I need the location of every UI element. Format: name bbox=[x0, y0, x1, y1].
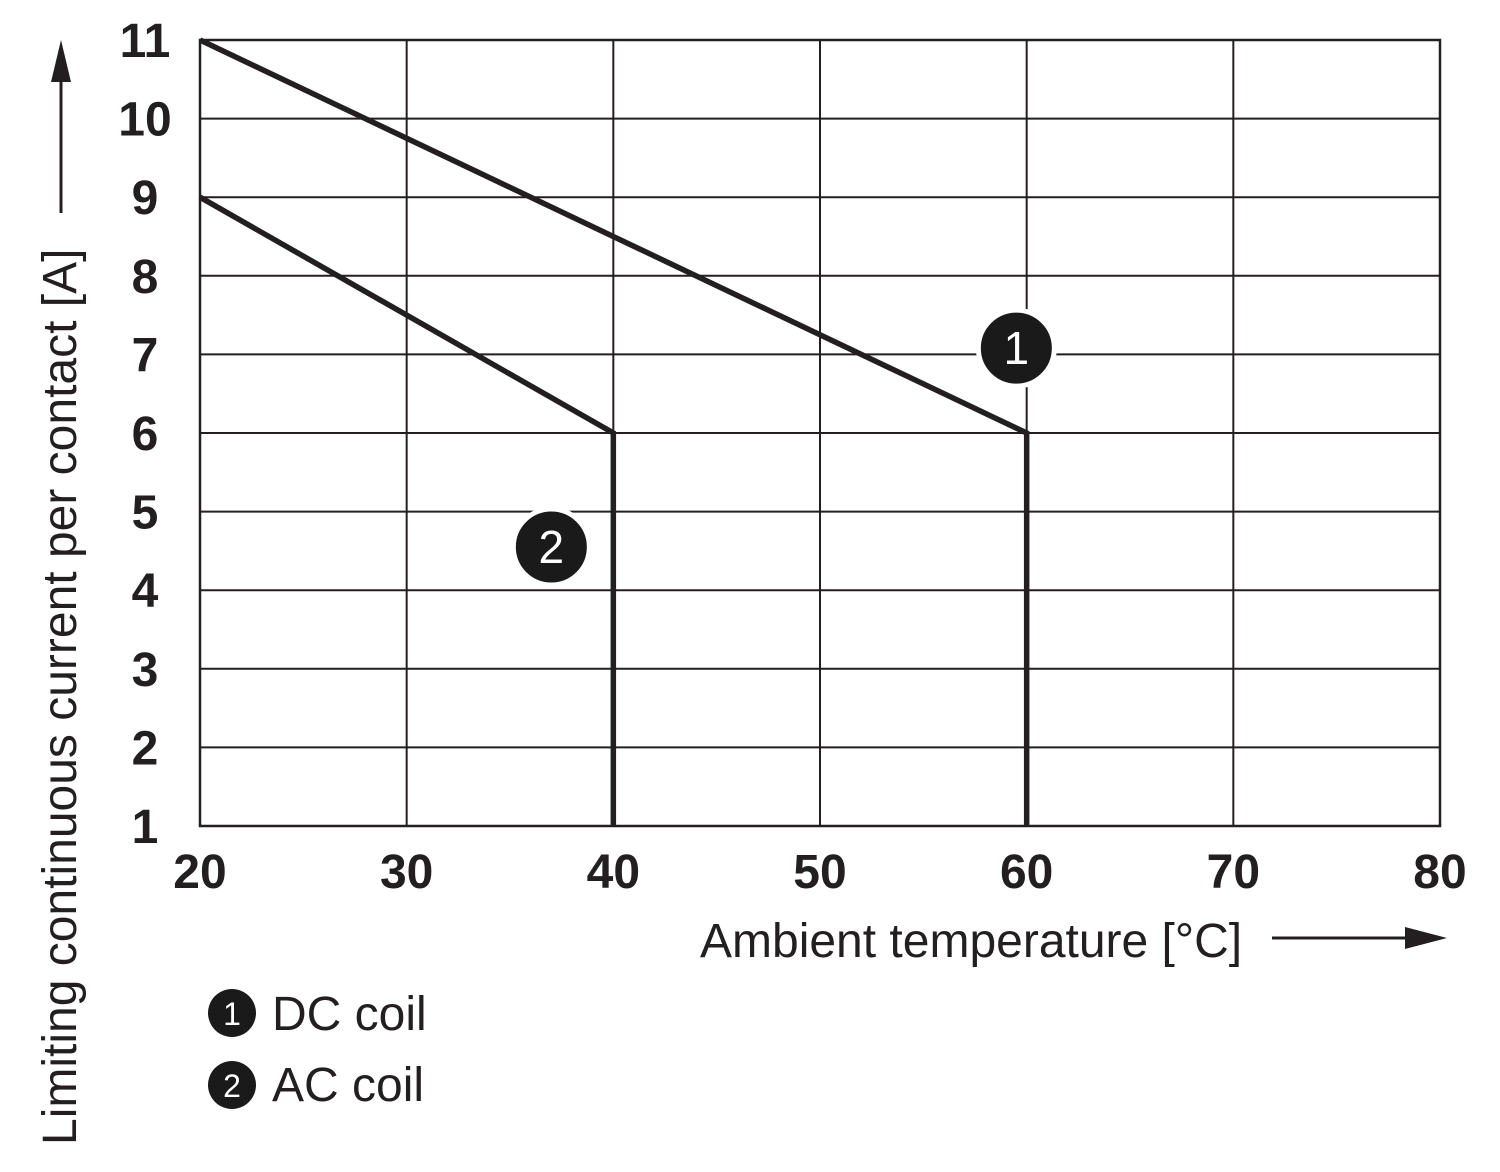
y-tick-label: 10 bbox=[118, 94, 171, 147]
plot-frame bbox=[198, 38, 1442, 828]
marker-circle-icon bbox=[510, 506, 592, 588]
legend-item-ac-coil: 2 AC coil bbox=[208, 1059, 424, 1112]
y-axis-label: Limiting continuous current per contact … bbox=[34, 249, 87, 1145]
legend: 1 DC coil 2 AC coil bbox=[208, 988, 427, 1112]
marker-label: 2 bbox=[539, 521, 565, 573]
legend-marker-1-icon bbox=[208, 989, 256, 1037]
legend-label: AC coil bbox=[272, 1059, 424, 1112]
x-tick-label: 50 bbox=[793, 846, 846, 899]
x-tick-label: 60 bbox=[1000, 846, 1053, 899]
x-tick-labels: 20 30 40 50 60 70 80 bbox=[173, 846, 1466, 899]
x-tick-label: 30 bbox=[380, 846, 433, 899]
x-axis-label: Ambient temperature [°C] bbox=[700, 915, 1242, 968]
y-tick-label: 11 bbox=[120, 15, 171, 68]
series-lines bbox=[198, 37, 1030, 826]
series-marker-1: 1 bbox=[975, 307, 1057, 389]
y-tick-label: 9 bbox=[132, 172, 159, 225]
marker-label: 1 bbox=[1004, 322, 1030, 374]
y-tick-label: 3 bbox=[132, 644, 159, 697]
y-axis-arrow-head-icon bbox=[51, 40, 71, 82]
legend-label: DC coil bbox=[272, 988, 427, 1041]
series-line-dc-coil bbox=[198, 37, 1030, 826]
legend-marker-label: 2 bbox=[223, 1068, 241, 1104]
x-tick-label: 80 bbox=[1413, 846, 1466, 899]
x-tick-label: 40 bbox=[587, 846, 640, 899]
x-tick-label: 20 bbox=[173, 846, 226, 899]
y-tick-label: 6 bbox=[132, 408, 159, 461]
x-tick-label: 70 bbox=[1207, 846, 1260, 899]
y-tick-label: 1 bbox=[132, 801, 159, 854]
series-marker-2: 2 bbox=[510, 506, 592, 588]
series-line-ac-coil bbox=[198, 194, 617, 826]
y-tick-label: 2 bbox=[132, 722, 159, 775]
legend-item-dc-coil: 1 DC coil bbox=[208, 988, 427, 1041]
legend-marker-2-icon bbox=[208, 1061, 256, 1109]
y-tick-label: 5 bbox=[132, 487, 159, 540]
y-tick-label: 4 bbox=[132, 565, 159, 618]
legend-marker-label: 1 bbox=[223, 996, 241, 1032]
series-markers: 12 bbox=[510, 307, 1057, 588]
marker-circle-icon bbox=[975, 307, 1057, 389]
y-tick-label: 7 bbox=[132, 329, 159, 382]
y-tick-labels: 1 2 3 4 5 6 7 8 9 10 11 bbox=[118, 15, 171, 854]
x-axis-arrow-head-icon bbox=[1405, 927, 1447, 949]
y-tick-label: 8 bbox=[132, 251, 159, 304]
